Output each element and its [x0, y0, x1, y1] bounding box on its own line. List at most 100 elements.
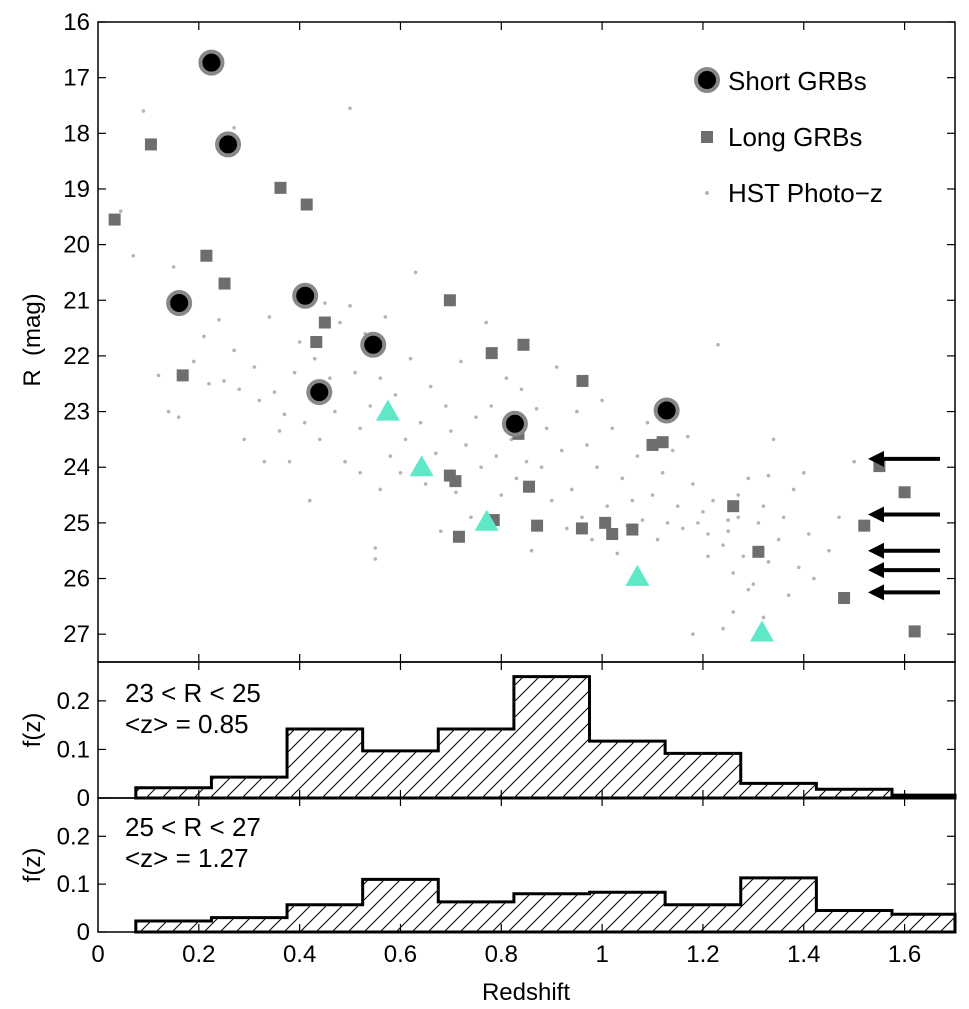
photoz-point [499, 493, 504, 497]
y-tick-label: 18 [63, 120, 90, 147]
histogram-bright-mean: <z> = 0.85 [125, 709, 249, 739]
y-tick-label: 24 [63, 454, 90, 481]
photoz-point [338, 320, 342, 325]
short-grb-point [360, 331, 387, 358]
photoz-point [267, 315, 272, 319]
short-grb-point [292, 282, 319, 309]
triangle-point [474, 509, 499, 531]
photoz-point [504, 376, 509, 380]
photoz-point [232, 348, 236, 353]
photoz-point [474, 415, 478, 419]
histogram-faint-frame [97, 797, 956, 933]
photoz-point [459, 359, 463, 364]
long-grb-point [858, 519, 871, 532]
histogram-bright-range: 23 < R < 25 [125, 678, 261, 708]
long-grb-point [218, 277, 231, 290]
photoz-point [640, 518, 645, 522]
x-tick-label: 1.2 [686, 941, 719, 968]
photoz-point [756, 521, 761, 525]
photoz-point [716, 342, 720, 347]
y-tick-label: 19 [63, 176, 90, 203]
photoz-point [454, 490, 458, 495]
photoz-point [544, 426, 549, 431]
histogram-bright-ticks: 0 0.1 0.2 [57, 662, 955, 812]
photoz-point [444, 404, 448, 408]
photoz-point [524, 459, 529, 464]
photoz-point [118, 209, 123, 214]
photoz-point [726, 529, 730, 534]
photoz-point [650, 493, 655, 497]
long-grb-point [200, 249, 213, 262]
photoz-point [423, 482, 428, 486]
photoz-point [539, 465, 544, 470]
photoz-point [297, 340, 302, 344]
x-tick-label: 1.4 [787, 941, 820, 968]
short-grb-point [198, 49, 225, 76]
photoz-point [484, 320, 488, 325]
x-tick-label: 1.6 [888, 941, 921, 968]
legend: Short GRBs Long GRBs HST Photo−z [694, 66, 883, 208]
photoz-point [282, 412, 287, 417]
y-tick-label: 25 [63, 510, 90, 537]
photoz-point [605, 504, 609, 508]
photoz-point [691, 482, 695, 486]
y-tick-label: 17 [63, 65, 90, 92]
photoz-point [131, 253, 136, 258]
photoz-point [691, 632, 695, 636]
histogram-bright-ylabel: f(z) [19, 713, 46, 748]
photoz-point [615, 551, 620, 556]
histogram-faint-range: 25 < R < 27 [125, 812, 261, 842]
photoz-point [156, 373, 161, 378]
long-grb-point [656, 436, 669, 449]
photoz-point [801, 470, 806, 475]
photoz-point [665, 521, 670, 525]
photoz-point [388, 454, 393, 458]
long-grb-point [443, 294, 456, 307]
x-tick-label: 0.2 [182, 941, 215, 968]
photoz-point [237, 387, 241, 392]
photoz-point [398, 470, 403, 475]
photoz-point [464, 443, 468, 447]
photoz-point [403, 437, 408, 442]
photoz-point [711, 498, 715, 503]
photoz-point [630, 498, 635, 503]
photoz-point [343, 459, 347, 464]
histogram-panel-faint: 0 0.1 0.2 f(z) 25 < R < 27 <z> = 1.27 0 0.2… [19, 797, 957, 1006]
upper-limit-arrow-head [868, 542, 884, 559]
long-grb-point [523, 480, 536, 493]
photoz-point [166, 409, 171, 414]
histogram-bright [134, 675, 957, 800]
upper-limit-arrows [868, 450, 940, 601]
y-tick-label: 0.1 [57, 736, 90, 763]
photoz-point [222, 379, 226, 383]
photoz-point [292, 370, 297, 375]
photoz-point [575, 409, 579, 414]
photoz-point [252, 365, 257, 369]
photoz-point [272, 390, 277, 394]
long-grb-point [575, 522, 588, 535]
long-grb-point [626, 523, 639, 536]
histogram-faint [134, 876, 957, 934]
photoz-point [262, 459, 267, 464]
photoz-point [610, 426, 614, 431]
photoz-point [791, 487, 796, 492]
legend-photoz-label: HST Photo−z [728, 178, 883, 208]
photoz-point [766, 560, 771, 564]
photoz-point [580, 515, 584, 520]
photoz-point [191, 359, 196, 364]
photoz-point [469, 515, 473, 520]
photoz-point [600, 398, 604, 403]
photoz-point [731, 571, 735, 575]
photoz-point [323, 301, 327, 305]
photoz-point [761, 504, 766, 508]
photoz-point [746, 587, 751, 592]
photoz-point [408, 356, 413, 361]
y-tick-label: 0.1 [57, 871, 90, 898]
photoz-point [852, 459, 856, 464]
y-tick-label: 27 [63, 621, 90, 648]
photoz-point [549, 498, 554, 503]
legend-short-label: Short GRBs [728, 66, 867, 96]
triangle-points [375, 399, 774, 642]
upper-limit-arrow-head [868, 450, 884, 467]
photoz-point [721, 543, 725, 547]
